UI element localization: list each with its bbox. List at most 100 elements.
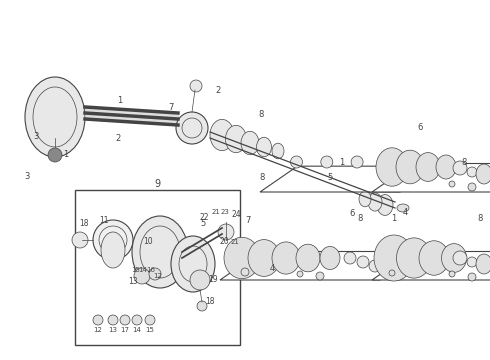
Text: 24: 24 bbox=[231, 210, 241, 219]
Polygon shape bbox=[260, 166, 438, 192]
Ellipse shape bbox=[120, 315, 130, 325]
Text: 18: 18 bbox=[79, 219, 89, 228]
Text: 7: 7 bbox=[168, 103, 173, 112]
Ellipse shape bbox=[316, 272, 324, 280]
Ellipse shape bbox=[176, 112, 208, 144]
Ellipse shape bbox=[467, 167, 477, 177]
Ellipse shape bbox=[210, 120, 234, 150]
Ellipse shape bbox=[72, 232, 88, 248]
Ellipse shape bbox=[296, 244, 320, 272]
Text: 7: 7 bbox=[245, 216, 251, 225]
Ellipse shape bbox=[272, 242, 300, 274]
Text: 14: 14 bbox=[139, 267, 147, 273]
Text: 4: 4 bbox=[270, 264, 274, 273]
Ellipse shape bbox=[93, 315, 103, 325]
Ellipse shape bbox=[419, 241, 449, 275]
Ellipse shape bbox=[197, 301, 207, 311]
Ellipse shape bbox=[190, 270, 210, 290]
Text: 1: 1 bbox=[392, 213, 396, 222]
Ellipse shape bbox=[225, 125, 246, 153]
Ellipse shape bbox=[218, 224, 234, 240]
Ellipse shape bbox=[108, 315, 118, 325]
Ellipse shape bbox=[321, 156, 333, 168]
Ellipse shape bbox=[297, 271, 303, 277]
Ellipse shape bbox=[190, 80, 202, 92]
Ellipse shape bbox=[101, 232, 125, 268]
Polygon shape bbox=[372, 163, 490, 192]
Polygon shape bbox=[220, 252, 421, 280]
Text: 3: 3 bbox=[33, 131, 39, 140]
Ellipse shape bbox=[368, 193, 382, 211]
Ellipse shape bbox=[48, 148, 62, 162]
Text: 1: 1 bbox=[340, 158, 344, 167]
Text: 12: 12 bbox=[94, 327, 102, 333]
Ellipse shape bbox=[396, 150, 424, 184]
Ellipse shape bbox=[291, 156, 302, 168]
Ellipse shape bbox=[134, 268, 150, 284]
Ellipse shape bbox=[449, 271, 455, 277]
Polygon shape bbox=[372, 252, 490, 280]
Ellipse shape bbox=[468, 183, 476, 191]
Text: 12: 12 bbox=[153, 273, 163, 279]
Text: 15: 15 bbox=[131, 267, 141, 273]
Text: 22: 22 bbox=[199, 212, 209, 221]
Text: 11: 11 bbox=[99, 216, 109, 225]
Text: 5: 5 bbox=[201, 219, 206, 228]
Text: 21: 21 bbox=[231, 239, 240, 245]
Ellipse shape bbox=[171, 236, 215, 292]
Text: 8: 8 bbox=[258, 110, 263, 119]
Ellipse shape bbox=[376, 148, 408, 186]
Text: 17: 17 bbox=[121, 327, 129, 333]
Text: 13: 13 bbox=[108, 327, 118, 333]
Text: 15: 15 bbox=[146, 327, 154, 333]
Text: 8: 8 bbox=[477, 213, 483, 222]
Text: 8: 8 bbox=[357, 213, 363, 222]
Text: 1: 1 bbox=[64, 150, 69, 158]
Text: 2: 2 bbox=[115, 134, 120, 143]
Text: 20: 20 bbox=[219, 238, 229, 247]
Text: 21: 21 bbox=[212, 209, 220, 215]
Ellipse shape bbox=[344, 252, 356, 264]
Ellipse shape bbox=[357, 256, 369, 268]
Ellipse shape bbox=[320, 247, 340, 270]
Ellipse shape bbox=[241, 131, 259, 155]
Ellipse shape bbox=[25, 77, 85, 157]
Ellipse shape bbox=[241, 268, 249, 276]
Text: 5: 5 bbox=[327, 172, 333, 181]
Text: 10: 10 bbox=[143, 238, 153, 247]
Text: 19: 19 bbox=[208, 275, 218, 284]
Text: 18: 18 bbox=[205, 297, 215, 306]
Ellipse shape bbox=[272, 143, 284, 159]
Text: 8: 8 bbox=[260, 173, 265, 182]
Ellipse shape bbox=[453, 161, 467, 175]
Text: 14: 14 bbox=[133, 327, 142, 333]
Ellipse shape bbox=[468, 273, 476, 281]
Ellipse shape bbox=[467, 257, 477, 267]
Text: 4: 4 bbox=[402, 207, 408, 216]
Ellipse shape bbox=[416, 153, 440, 181]
Text: 6: 6 bbox=[349, 209, 354, 217]
Text: 16: 16 bbox=[147, 267, 155, 273]
Ellipse shape bbox=[132, 216, 188, 288]
Text: 23: 23 bbox=[220, 209, 229, 215]
Bar bbox=[75, 190, 240, 345]
Ellipse shape bbox=[476, 254, 490, 274]
Text: 8: 8 bbox=[462, 158, 467, 167]
Ellipse shape bbox=[359, 191, 371, 207]
Ellipse shape bbox=[396, 238, 432, 278]
Text: 9: 9 bbox=[154, 179, 161, 189]
Text: 6: 6 bbox=[417, 122, 423, 131]
Ellipse shape bbox=[374, 235, 414, 281]
Text: 13: 13 bbox=[128, 278, 138, 287]
Ellipse shape bbox=[389, 270, 395, 276]
Ellipse shape bbox=[224, 237, 260, 279]
Ellipse shape bbox=[453, 251, 467, 265]
Ellipse shape bbox=[436, 155, 456, 179]
Ellipse shape bbox=[369, 260, 381, 272]
Ellipse shape bbox=[93, 220, 133, 260]
Ellipse shape bbox=[256, 137, 271, 157]
Ellipse shape bbox=[145, 315, 155, 325]
Ellipse shape bbox=[248, 240, 280, 276]
Ellipse shape bbox=[476, 164, 490, 184]
Ellipse shape bbox=[132, 315, 142, 325]
